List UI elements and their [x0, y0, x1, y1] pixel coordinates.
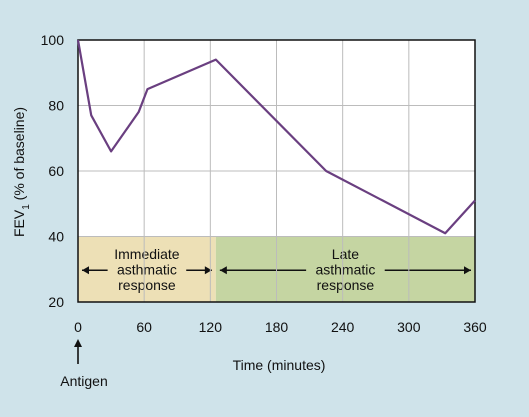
region-1-label-line-0: Late — [332, 246, 359, 262]
x-axis-label: Time (minutes) — [233, 357, 326, 373]
y-tick-label-1: 40 — [48, 229, 64, 245]
antigen-annotation: Antigen — [60, 339, 107, 389]
x-tick-label-6: 360 — [463, 319, 487, 335]
antigen-label: Antigen — [60, 373, 107, 389]
x-tick-label-3: 180 — [265, 319, 289, 335]
y-axis-label: FEV1 (% of baseline) — [11, 107, 32, 237]
x-axis: 0 60 120 180 240 300 360 — [74, 319, 487, 335]
y-axis: 20 40 60 80 100 — [41, 32, 65, 310]
y-tick-label-0: 20 — [48, 294, 64, 310]
x-tick-label-0: 0 — [74, 319, 82, 335]
region-0-label-line-0: Immediate — [114, 246, 180, 262]
region-0-label-line-2: response — [118, 277, 176, 293]
y-tick-label-2: 60 — [48, 163, 64, 179]
x-tick-label-5: 300 — [397, 319, 421, 335]
region-0-label-line-1: asthmatic — [117, 261, 177, 277]
region-1-label-line-1: asthmatic — [315, 261, 375, 277]
region-1-label-line-2: response — [317, 277, 375, 293]
antigen-arrow-head — [74, 339, 82, 347]
x-tick-label-2: 120 — [199, 319, 223, 335]
y-tick-label-4: 100 — [41, 32, 65, 48]
x-tick-label-1: 60 — [136, 319, 152, 335]
x-tick-label-4: 240 — [331, 319, 355, 335]
y-tick-label-3: 80 — [48, 98, 64, 114]
